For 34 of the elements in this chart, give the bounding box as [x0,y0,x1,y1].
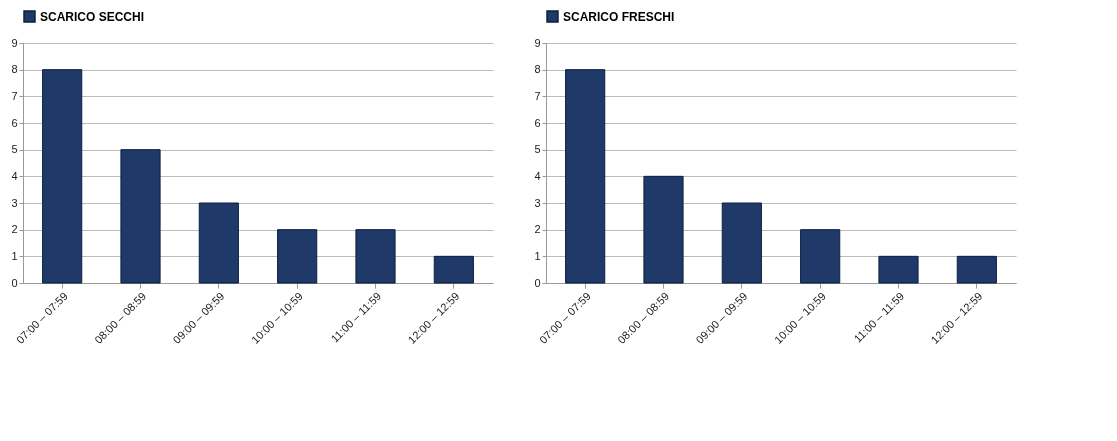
y-tick-label: 6 [11,116,18,129]
bar [355,229,396,284]
bar [878,255,919,284]
bar [433,255,474,284]
y-tick-label: 5 [11,143,18,156]
bar [643,175,684,284]
y-tick-label: 2 [534,223,541,236]
y-tick-label: 0 [11,276,18,289]
y-tick-label: 9 [534,36,541,49]
y-tick-label: 3 [534,196,541,209]
bar [277,229,318,284]
bar [565,69,606,284]
y-tick-label: 4 [534,169,541,182]
bar [42,69,83,284]
y-tick-label: 7 [11,89,18,102]
bar [800,229,841,284]
bar [198,202,239,284]
bar [956,255,997,284]
y-tick-label: 2 [11,223,18,236]
legend-label: SCARICO FRESCHI [563,9,675,24]
y-tick-label: 3 [11,196,18,209]
y-tick-label: 0 [534,276,541,289]
y-tick-label: 8 [534,63,541,76]
y-tick-label: 1 [534,249,541,262]
y-tick-label: 9 [11,36,18,49]
y-tick-label: 4 [11,169,18,182]
legend-label: SCARICO SECCHI [40,9,145,24]
y-tick-label: 1 [11,249,18,262]
y-tick-label: 5 [534,143,541,156]
y-tick-label: 6 [534,116,541,129]
y-tick-label: 8 [11,63,18,76]
y-tick-label: 7 [534,89,541,102]
bar [721,202,762,284]
bar [120,149,161,284]
